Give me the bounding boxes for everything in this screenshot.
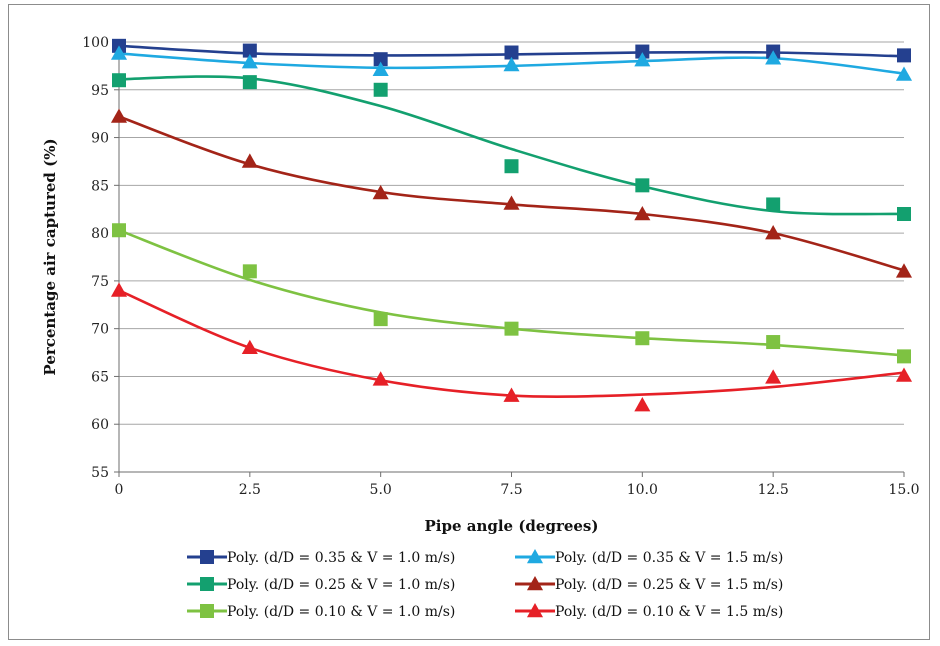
data-point-s1-5 <box>765 50 782 65</box>
axes <box>114 41 905 477</box>
legend: Poly. (d/D = 0.35 & V = 1.0 m/s) Poly. (d… <box>187 548 783 620</box>
data-point-s2-3 <box>504 159 519 174</box>
data-point-s1-0 <box>110 45 128 60</box>
legend-entry-1: Poly. (d/D = 0.35 & V = 1.5 m/s) <box>515 548 783 566</box>
x-tick-label: 7.5 <box>500 482 522 498</box>
data-point-s3-3 <box>503 195 520 210</box>
legend-label: Poly. (d/D = 0.35 & V = 1.0 m/s) <box>227 550 455 566</box>
legend-entry-5: Poly. (d/D = 0.10 & V = 1.5 m/s) <box>515 602 783 620</box>
chart-frame <box>8 4 930 640</box>
data-point-s2-0 <box>112 73 126 88</box>
data-point-s5-5 <box>765 369 782 384</box>
y-tick-label: 100 <box>82 35 109 51</box>
legend-label: Poly. (d/D = 0.25 & V = 1.0 m/s) <box>227 577 455 593</box>
data-point-s1-1 <box>241 54 258 69</box>
data-point-s0-2 <box>373 52 388 67</box>
data-point-s1-2 <box>372 61 389 76</box>
data-point-s3-5 <box>765 225 782 240</box>
data-point-s4-1 <box>242 264 257 279</box>
trend-line-5 <box>118 289 905 398</box>
data-point-s1-4 <box>634 52 651 67</box>
trend-line-2 <box>118 75 905 216</box>
data-point-s5-4 <box>634 397 651 412</box>
data-point-s4-2 <box>373 312 388 327</box>
x-axis-title: Pipe angle (degrees) <box>425 517 599 535</box>
legend-marker <box>526 548 544 564</box>
data-point-s2-5 <box>766 197 781 212</box>
legend-entry-0: Poly. (d/D = 0.35 & V = 1.0 m/s) <box>187 550 455 566</box>
legend-marker <box>526 602 544 618</box>
legend-label: Poly. (d/D = 0.35 & V = 1.5 m/s) <box>555 550 783 566</box>
data-point-s3-2 <box>372 184 389 200</box>
data-point-s0-6 <box>897 48 911 63</box>
data-point-s5-0 <box>110 282 128 297</box>
y-tick-label: 80 <box>91 226 109 242</box>
legend-marker <box>200 577 214 591</box>
y-tick-label: 90 <box>91 131 109 147</box>
data-point-s3-4 <box>634 205 651 221</box>
data-point-s2-4 <box>635 178 650 193</box>
legend-marker <box>200 550 214 564</box>
x-tick-label: 2.5 <box>239 482 261 498</box>
data-point-s5-1 <box>241 339 258 355</box>
x-tick-labels: 0 2.5 5.0 7.5 10.0 12.5 15.0 <box>115 482 920 498</box>
grid-lines <box>119 41 904 425</box>
data-point-s4-3 <box>504 321 519 336</box>
data-point-s4-4 <box>635 331 650 346</box>
legend-label: Poly. (d/D = 0.25 & V = 1.5 m/s) <box>555 577 783 593</box>
x-tick-label: 0 <box>115 482 124 498</box>
legend-marker <box>526 575 544 591</box>
legend-entry-2: Poly. (d/D = 0.25 & V = 1.0 m/s) <box>187 577 455 593</box>
x-tick-label: 15.0 <box>888 482 919 498</box>
x-tick-label: 10.0 <box>627 482 658 498</box>
legend-entry-4: Poly. (d/D = 0.10 & V = 1.0 m/s) <box>187 604 455 620</box>
data-point-s3-0 <box>110 108 128 123</box>
data-point-s2-1 <box>242 75 257 90</box>
data-point-s5-6 <box>895 367 913 382</box>
x-tick-label: 5.0 <box>370 482 392 498</box>
y-tick-labels: 55 60 65 70 75 80 85 90 95 100 <box>82 35 109 481</box>
legend-label: Poly. (d/D = 0.10 & V = 1.5 m/s) <box>555 604 783 620</box>
data-point-s2-2 <box>373 82 388 97</box>
data-point-s1-3 <box>503 56 520 72</box>
data-point-s0-4 <box>635 44 650 59</box>
trend-line-3 <box>118 115 905 272</box>
y-tick-label: 75 <box>91 274 109 290</box>
data-point-s5-3 <box>503 387 520 402</box>
y-tick-label: 65 <box>91 369 109 385</box>
data-point-s0-3 <box>504 45 519 60</box>
y-axis-title: Percentage air captured (%) <box>41 138 59 375</box>
legend-marker <box>200 604 214 618</box>
y-tick-label: 55 <box>91 465 109 481</box>
data-point-s3-1 <box>241 153 258 168</box>
data-point-s4-6 <box>897 349 911 364</box>
data-point-s4-0 <box>112 223 126 238</box>
y-tick-label: 85 <box>91 178 109 194</box>
data-point-s2-6 <box>897 207 911 221</box>
y-tick-label: 70 <box>91 322 109 338</box>
legend-label: Poly. (d/D = 0.10 & V = 1.0 m/s) <box>227 604 455 620</box>
trend-lines <box>118 44 905 398</box>
legend-entry-3: Poly. (d/D = 0.25 & V = 1.5 m/s) <box>515 575 783 593</box>
y-tick-label: 95 <box>91 83 109 99</box>
data-point-s1-6 <box>895 66 913 81</box>
data-point-s5-2 <box>372 371 389 386</box>
data-point-s0-1 <box>242 43 257 58</box>
y-tick-label: 60 <box>91 417 109 433</box>
trend-line-4 <box>118 229 905 357</box>
data-point-s4-5 <box>766 335 781 350</box>
data-point-s3-6 <box>895 263 913 278</box>
data-points <box>110 38 913 412</box>
x-tick-label: 12.5 <box>758 482 789 498</box>
